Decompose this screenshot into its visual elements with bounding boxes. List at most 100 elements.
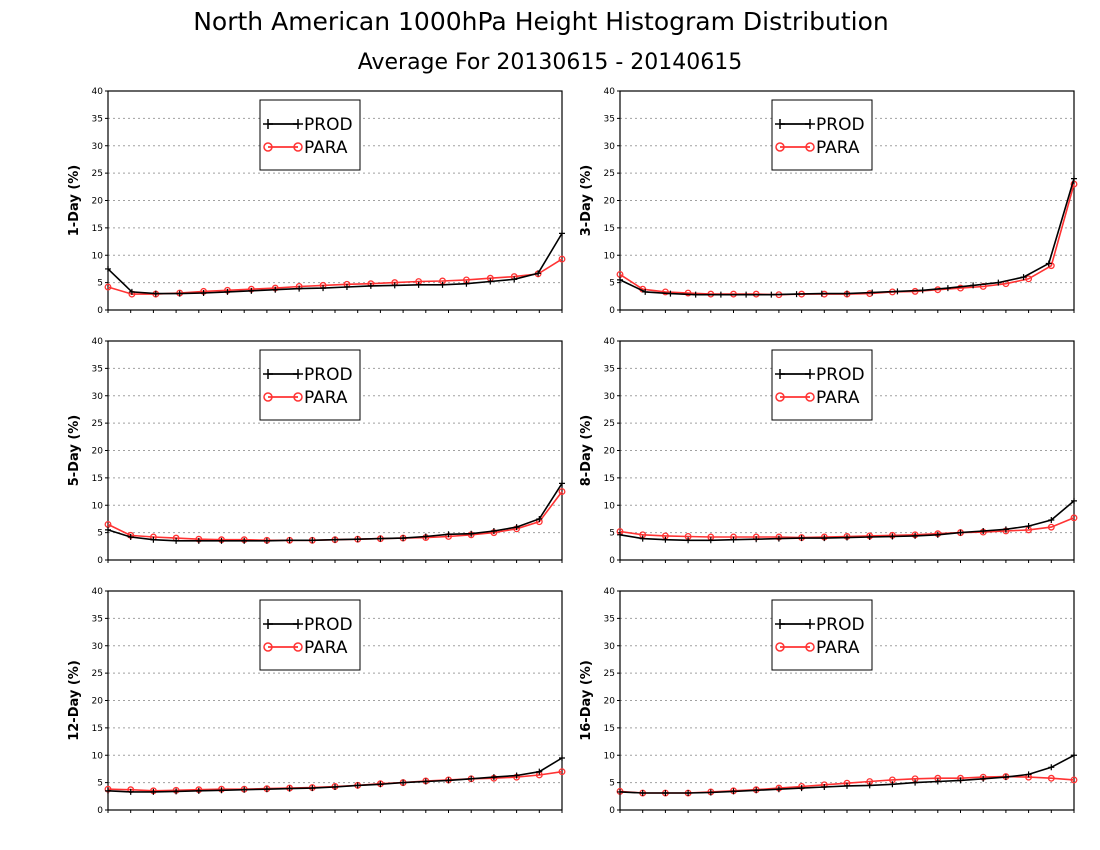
legend-box [771, 349, 873, 421]
data-point [173, 537, 180, 544]
y-axis-label: 1-Day (%) [67, 165, 82, 237]
y-tick-label: 10 [604, 751, 616, 761]
y-tick-label: 35 [92, 614, 103, 624]
data-point [866, 782, 873, 789]
data-point [490, 527, 497, 534]
legend-marker [293, 142, 303, 152]
y-tick-label: 10 [92, 751, 104, 761]
data-point [1020, 274, 1027, 281]
y-tick-label: 40 [92, 87, 104, 97]
data-point [400, 779, 407, 786]
y-tick-label: 0 [97, 556, 103, 566]
data-point [150, 788, 157, 795]
data-point [513, 772, 520, 779]
data-point [558, 488, 566, 496]
data-point [730, 788, 737, 795]
data-point [685, 790, 692, 797]
data-point [617, 531, 623, 538]
legend-box [259, 599, 361, 671]
y-tick-label: 20 [92, 697, 104, 707]
legend-marker [263, 392, 273, 402]
legend-box [259, 349, 361, 421]
data-point [468, 775, 475, 782]
y-tick-label: 35 [604, 114, 615, 124]
legend-marker [263, 642, 273, 652]
legend: PROD PARA [771, 99, 873, 171]
legend-marker [775, 119, 785, 129]
data-point [272, 286, 279, 293]
data-point [844, 290, 850, 297]
data-point [354, 536, 361, 543]
data-point [743, 291, 750, 298]
y-tick-label: 25 [604, 419, 615, 429]
data-point [367, 282, 374, 289]
plot-frame [619, 590, 1075, 811]
y-tick-label: 10 [92, 251, 104, 261]
legend-marker [805, 619, 815, 629]
legend: PROD PARA [259, 349, 361, 421]
data-point [105, 526, 111, 533]
y-tick-label: 25 [92, 419, 103, 429]
series-prod [105, 754, 565, 795]
y-tick-label: 5 [609, 779, 615, 789]
data-point [1002, 774, 1009, 781]
y-axis-label: 8-Day (%) [579, 415, 594, 487]
data-point [248, 287, 255, 294]
legend-label: PROD [304, 115, 353, 135]
data-point [617, 276, 623, 283]
data-point [224, 288, 231, 295]
data-point [536, 768, 543, 775]
data-point [1047, 523, 1055, 531]
data-point [639, 790, 646, 797]
panel-3: 0 5 10 15 20 25 30 35 40 5-Day (%) PROD PARA [67, 337, 566, 566]
legend-marker [775, 642, 785, 652]
data-point [487, 278, 494, 285]
legend-marker [775, 369, 785, 379]
legend-marker [775, 142, 785, 152]
panel-5: 0 5 10 15 20 25 30 35 40 12-Day (%) PROD PARA [67, 587, 566, 816]
legend-marker [805, 119, 815, 129]
panel-4: 0 5 10 15 20 25 30 35 40 8-Day (%) PROD PARA [579, 337, 1078, 566]
legend-marker [263, 119, 273, 129]
series-prod [617, 175, 1077, 298]
data-point [1025, 523, 1032, 530]
data-point [176, 290, 183, 297]
y-tick-label: 0 [97, 306, 103, 316]
series-prod [105, 480, 565, 544]
data-point [422, 778, 429, 785]
data-point [793, 291, 800, 298]
data-point [730, 536, 737, 543]
data-point [919, 287, 926, 294]
data-point [332, 784, 338, 791]
data-point [844, 782, 850, 789]
data-point [798, 785, 805, 792]
series-para [104, 255, 566, 298]
data-point [468, 530, 475, 537]
y-tick-label: 20 [92, 197, 104, 207]
data-point [1025, 771, 1032, 778]
data-point [490, 774, 497, 781]
data-point [1047, 774, 1055, 782]
legend-marker [805, 392, 815, 402]
y-tick-label: 35 [92, 114, 103, 124]
data-point [127, 534, 134, 541]
legend-marker [263, 142, 273, 152]
series-line [107, 258, 563, 295]
y-tick-label: 0 [609, 556, 615, 566]
y-tick-label: 30 [92, 392, 104, 402]
y-tick-label: 25 [92, 669, 103, 679]
y-axis-label: 3-Day (%) [579, 165, 594, 237]
data-point [173, 788, 180, 795]
data-point [662, 536, 669, 543]
plot-frame [107, 340, 563, 561]
legend: PROD PARA [771, 349, 873, 421]
data-point [912, 779, 919, 786]
y-tick-label: 15 [92, 224, 103, 234]
y-tick-label: 15 [604, 224, 615, 234]
data-point [1048, 517, 1055, 524]
y-tick-label: 15 [604, 474, 615, 484]
y-axis-label: 16-Day (%) [579, 660, 594, 741]
y-tick-label: 30 [92, 142, 104, 152]
data-point [1048, 764, 1055, 771]
data-point [195, 787, 202, 794]
